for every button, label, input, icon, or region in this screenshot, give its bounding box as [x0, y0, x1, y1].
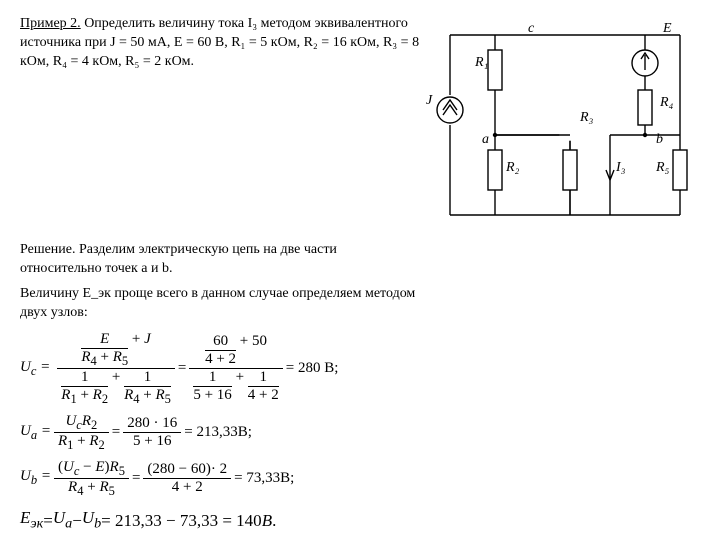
label-R3: R₃ [580, 110, 593, 126]
label-b: b [656, 132, 663, 148]
problem-statement: Определить величину тока I₃ методом экви… [20, 16, 419, 69]
circuit-svg [420, 15, 700, 235]
label-R5: R₅ [656, 160, 669, 176]
eq-Uc: Uc = ER4 + R5 + J 1R1 + R2 + 1R4 + R5 = … [20, 331, 700, 407]
problem-title: Пример 2. [20, 16, 81, 31]
label-R4: R₄ [660, 95, 673, 111]
eq-Ua: Ua = UcR2 R1 + R2 = 280 · 16 5 + 16 = 21… [20, 413, 700, 453]
label-R2: R₂ [506, 160, 519, 176]
Uc-result: = 280 B; [286, 360, 339, 377]
label-a: a [482, 132, 489, 148]
problem-text: Пример 2. Определить величину тока I₃ ме… [20, 15, 420, 235]
solution-text: Решение. Разделим электрическую цепь на … [20, 241, 420, 323]
label-E: E [663, 21, 672, 37]
Ub-result: = 73,33B; [234, 470, 294, 487]
label-J: J [426, 93, 432, 109]
label-c: c [528, 21, 534, 37]
solution-line2: Величину E_эк проще всего в данном случа… [20, 285, 420, 323]
circuit-diagram: c E J R₁ R₄ R₃ a b R₂ I₃ R₅ [420, 15, 700, 235]
equations-block: Uc = ER4 + R5 + J 1R1 + R2 + 1R4 + R5 = … [20, 331, 700, 533]
eq-Eek: Eэк = Ua − Ub = 213,33 − 73,33 = 140 B. [20, 508, 700, 532]
label-I3: I₃ [616, 160, 626, 176]
solution-line1: Решение. Разделим электрическую цепь на … [20, 241, 420, 279]
eq-Ub: Ub = (Uc − E)R5 R4 + R5 = (280 − 60)· 2 … [20, 459, 700, 499]
Ua-result: = 213,33B; [184, 424, 252, 441]
label-R1: R₁ [475, 55, 488, 71]
